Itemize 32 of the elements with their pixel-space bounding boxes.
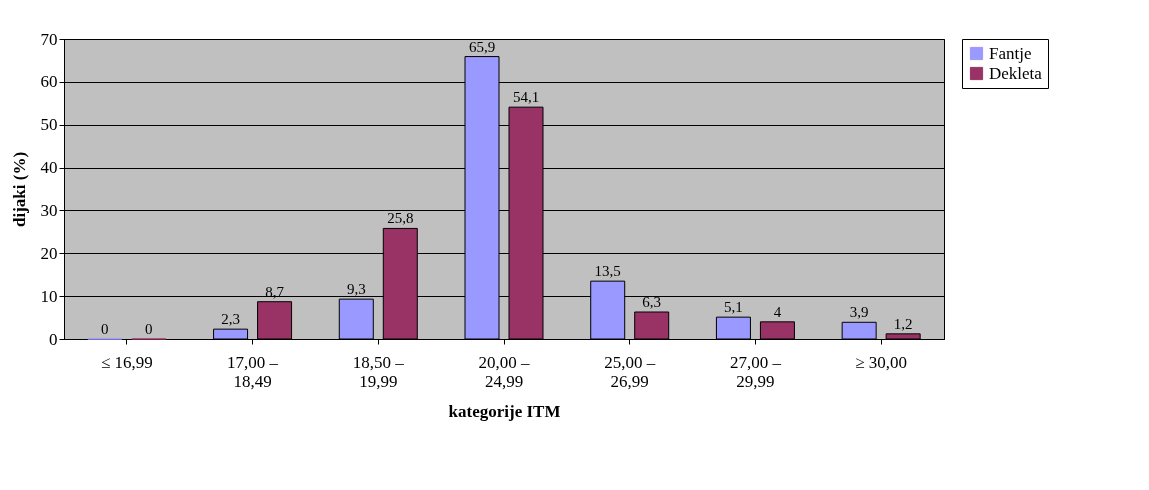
y-tick-label: 30 bbox=[40, 200, 58, 220]
y-tick-label: 20 bbox=[40, 243, 58, 263]
x-tick-label: 25,00 – 26,99 bbox=[604, 352, 656, 391]
data-label: 2,3 bbox=[221, 311, 240, 328]
x-tick-label: 18,50 – 19,99 bbox=[352, 352, 405, 391]
data-label: 54,1 bbox=[512, 89, 540, 106]
y-axis-title: dijaki (%) bbox=[9, 151, 29, 228]
x-axis-title: kategorije ITM bbox=[448, 401, 561, 421]
y-tick-label: 60 bbox=[40, 72, 58, 92]
y-tick-label: 70 bbox=[40, 29, 58, 49]
data-label: 13,5 bbox=[594, 263, 621, 280]
data-label: 25,8 bbox=[387, 210, 414, 227]
data-label: 0 bbox=[101, 321, 109, 337]
data-label: 6,3 bbox=[642, 294, 662, 310]
data-label: 4 bbox=[773, 303, 782, 320]
x-tick-label: 20,00 – 24,99 bbox=[478, 352, 530, 391]
data-label: 65,9 bbox=[468, 38, 496, 55]
data-label: 9,3 bbox=[346, 281, 366, 298]
data-label: 3,9 bbox=[849, 304, 869, 321]
y-tick-label: 0 bbox=[49, 329, 58, 349]
legend-label: Fantje bbox=[989, 43, 1032, 63]
x-tick-label: 27,00 – 29,99 bbox=[729, 352, 782, 391]
data-label: 5,1 bbox=[724, 299, 743, 316]
x-tick-label: ≥ 30,00 bbox=[855, 352, 908, 372]
x-tick-label: ≤ 16,99 bbox=[100, 352, 153, 372]
data-label: 0 bbox=[145, 321, 153, 337]
data-label: 1,2 bbox=[893, 315, 913, 332]
y-tick-label: 40 bbox=[40, 158, 58, 178]
y-tick-label: 50 bbox=[40, 115, 58, 135]
x-tick-label: 17,00 – 18,49 bbox=[227, 352, 279, 391]
legend-label: Dekleta bbox=[989, 63, 1043, 83]
y-tick-label: 10 bbox=[40, 286, 58, 306]
